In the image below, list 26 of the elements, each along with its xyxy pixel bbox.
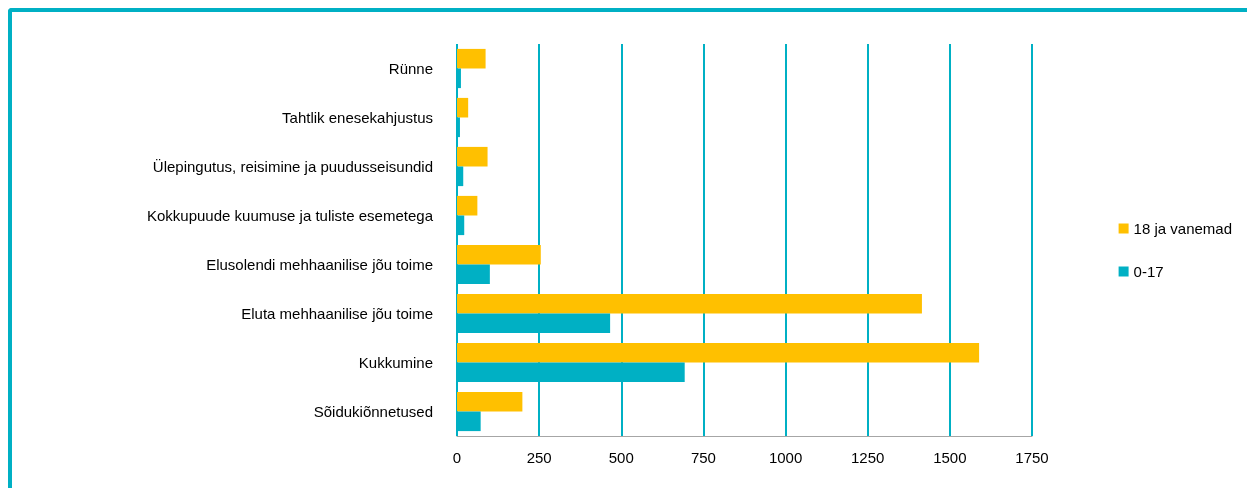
x-tick-label: 1000 [768, 449, 803, 466]
bar [457, 146, 488, 167]
x-tick-label: 750 [690, 449, 716, 466]
bar [457, 391, 523, 412]
y-tick-label: Kokkupuude kuumuse ja tuliste esemetega [146, 207, 434, 224]
y-tick-label: Rünne [388, 60, 433, 77]
x-tick-label: 500 [608, 449, 634, 466]
x-tick-label: 1250 [851, 449, 885, 466]
bar [457, 293, 922, 314]
x-tick-label: 1750 [1015, 449, 1049, 466]
bar [457, 97, 469, 118]
y-tick-label: Kukkumine [358, 354, 433, 371]
bar [457, 48, 486, 69]
y-tick-label: Sõidukiõnnetused [313, 403, 433, 420]
legend-label: 18 ja vanemad [1133, 220, 1233, 237]
legend-label: 0-17 [1133, 263, 1164, 280]
y-tick-label: Elusolendi mehhaanilise jõu toime [206, 256, 433, 273]
y-tick-label: Eluta mehhaanilise jõu toime [241, 305, 433, 322]
x-tick-label: 1500 [933, 449, 967, 466]
x-tick-label: 0 [452, 449, 462, 466]
bar [457, 244, 541, 265]
x-tick-label: 250 [526, 449, 552, 466]
bar [457, 195, 478, 216]
y-tick-label: Tahtlik enesekahjustus [282, 109, 433, 126]
y-tick-label: Ülepingutus, reisimine ja puudusseisundid [152, 158, 433, 175]
bar [457, 342, 980, 363]
